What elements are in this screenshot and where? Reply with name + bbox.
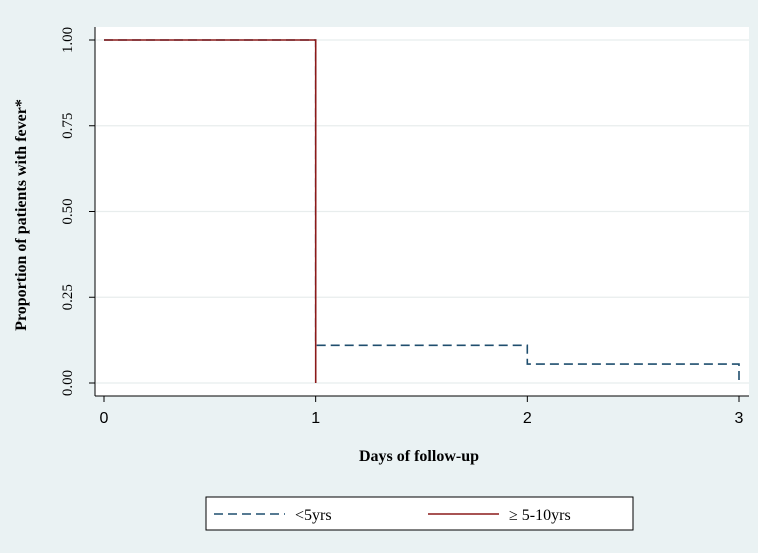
y-ticks: 0.00 0.25 0.50 0.75 1.00	[60, 27, 95, 396]
x-axis-title: Days of follow-up	[359, 448, 479, 465]
y-tick-label: 0.00	[60, 370, 76, 396]
x-tick-label: 1	[311, 410, 320, 427]
y-axis-title: Proportion of patients with fever*	[13, 99, 30, 331]
y-tick-label: 0.50	[60, 198, 76, 224]
x-ticks: 0 1 2 3	[100, 396, 744, 427]
legend: <5yrs ≥ 5-10yrs	[205, 496, 634, 531]
series-line-2	[104, 39, 317, 383]
y-tick-label: 0.75	[60, 113, 76, 139]
x-tick-label: 0	[100, 410, 109, 427]
x-tick-label: 3	[735, 410, 744, 427]
y-tick-label: 0.25	[60, 284, 76, 310]
y-tick-label: 1.00	[60, 27, 76, 53]
series-lines	[104, 39, 740, 383]
legend-label-1: <5yrs	[295, 507, 332, 524]
gridlines	[96, 39, 749, 384]
x-tick-label: 2	[523, 410, 532, 427]
legend-label-2: ≥ 5-10yrs	[509, 507, 571, 524]
